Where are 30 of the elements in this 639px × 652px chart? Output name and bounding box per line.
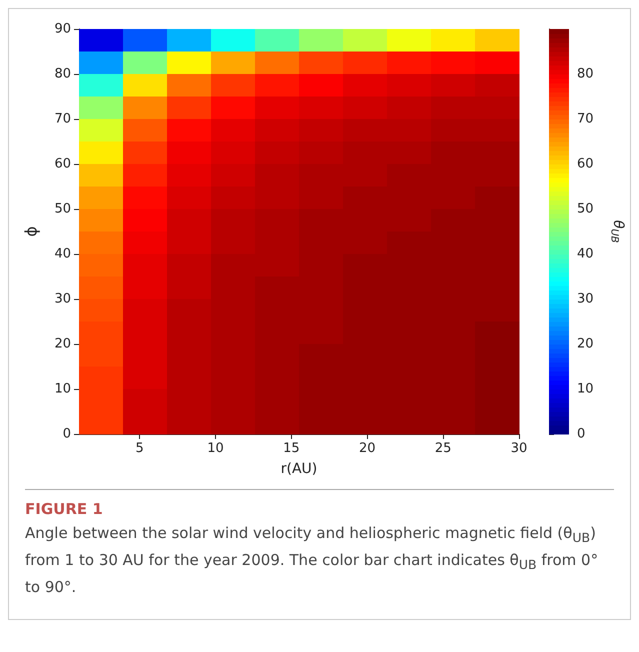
y-tick-label: 20 bbox=[54, 336, 71, 352]
color-bar-label: 10 bbox=[577, 382, 594, 396]
x-tick-label: 15 bbox=[283, 441, 300, 456]
y-tick-label: 0 bbox=[62, 426, 71, 442]
color-bar-label: 30 bbox=[577, 292, 594, 306]
y-tick-label: 30 bbox=[54, 292, 71, 306]
color-bar-label: 60 bbox=[577, 156, 594, 172]
color-bar-label: 40 bbox=[577, 246, 594, 262]
caption: FIGURE 1 bbox=[25, 500, 104, 518]
color-bar-title: θUB bbox=[608, 220, 626, 244]
y-tick-label: 40 bbox=[54, 246, 71, 262]
y-tick-label: 60 bbox=[54, 156, 71, 172]
y-tick-label: 80 bbox=[54, 66, 71, 82]
x-tick-label: 20 bbox=[359, 441, 376, 456]
color-bar-label: 0 bbox=[577, 426, 586, 442]
x-tick-label: 5 bbox=[136, 441, 144, 456]
color-bar-label: 80 bbox=[577, 66, 594, 82]
color-bar-label: 50 bbox=[577, 202, 594, 216]
x-tick-label: 30 bbox=[510, 441, 528, 456]
y-tick-label: 10 bbox=[54, 382, 71, 396]
color-bar-label: 20 bbox=[577, 336, 594, 352]
text: Angle between the solar wind velocity and heliospheric magnetic field (θ$_{UB}$) from 1 to 30 AU for the year 2009. The color bar chart indicates θ$_{UB}$ from 0° to 90°. bbox=[25, 524, 598, 596]
color-bar-label: 70 bbox=[577, 112, 594, 126]
x-tick-label: 25 bbox=[434, 441, 452, 456]
y-tick-label: 50 bbox=[54, 202, 71, 216]
y-tick-label: 90 bbox=[54, 22, 71, 36]
y-axis-title: ϕ bbox=[22, 226, 40, 237]
x-axis-title: r(AU) bbox=[280, 461, 318, 477]
x-tick-label: 10 bbox=[207, 441, 224, 456]
y-tick-label: 70 bbox=[54, 112, 71, 126]
